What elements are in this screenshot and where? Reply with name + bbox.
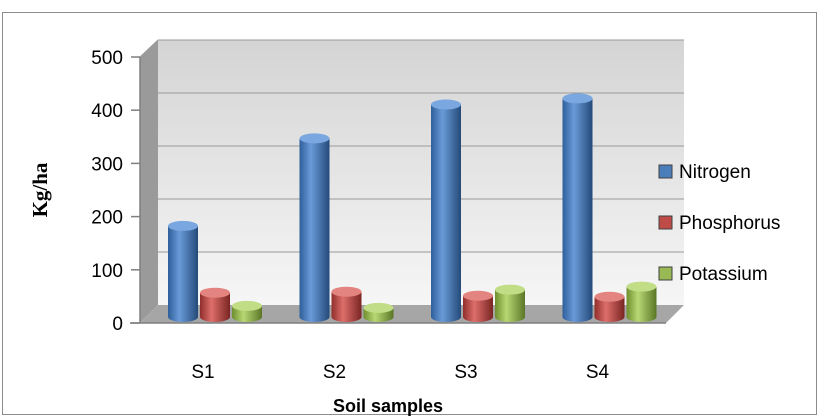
category-label-s2: S2 [323,362,346,383]
bar-nitrogen-s1 [168,221,198,322]
bar-nitrogen-s2 [300,133,330,322]
category-label-s3: S3 [454,362,477,383]
left-wall [140,40,158,323]
bar-phosphorus-s3 [463,291,493,322]
bar-potassium-s2 [364,303,394,322]
bar-nitrogen-s4 [563,93,593,322]
y-tick-label: 500 [91,48,123,69]
legend-swatch [659,165,672,178]
legend-swatch [659,216,672,229]
y-axis-title: Kg/ha [28,162,52,217]
bar-phosphorus-s4 [595,292,625,322]
bar-potassium-s3 [495,285,525,322]
bar-phosphorus-s1 [200,288,230,322]
bar-potassium-s1 [232,301,262,322]
back-wall [158,40,684,305]
bar-potassium-s4 [627,282,657,322]
y-tick-label: 300 [91,154,123,175]
legend-label: Nitrogen [679,162,751,183]
bar-nitrogen-s3 [431,99,461,322]
legend-label: Phosphorus [679,213,780,234]
y-tick-label: 0 [112,314,123,335]
category-labels: S1 S2 S3 S4 [191,362,609,383]
category-label-s4: S4 [586,362,610,383]
x-axis-title: Soil samples [333,396,443,416]
legend-swatch [659,267,672,280]
y-tick-label: 100 [91,261,123,282]
legend-label: Potassium [679,264,768,285]
y-axis-ticks: 0 100 200 300 400 500 [91,48,140,335]
category-label-s1: S1 [191,362,214,383]
y-tick-label: 400 [91,101,123,122]
bar-phosphorus-s2 [332,287,362,322]
y-tick-label: 200 [91,208,123,229]
